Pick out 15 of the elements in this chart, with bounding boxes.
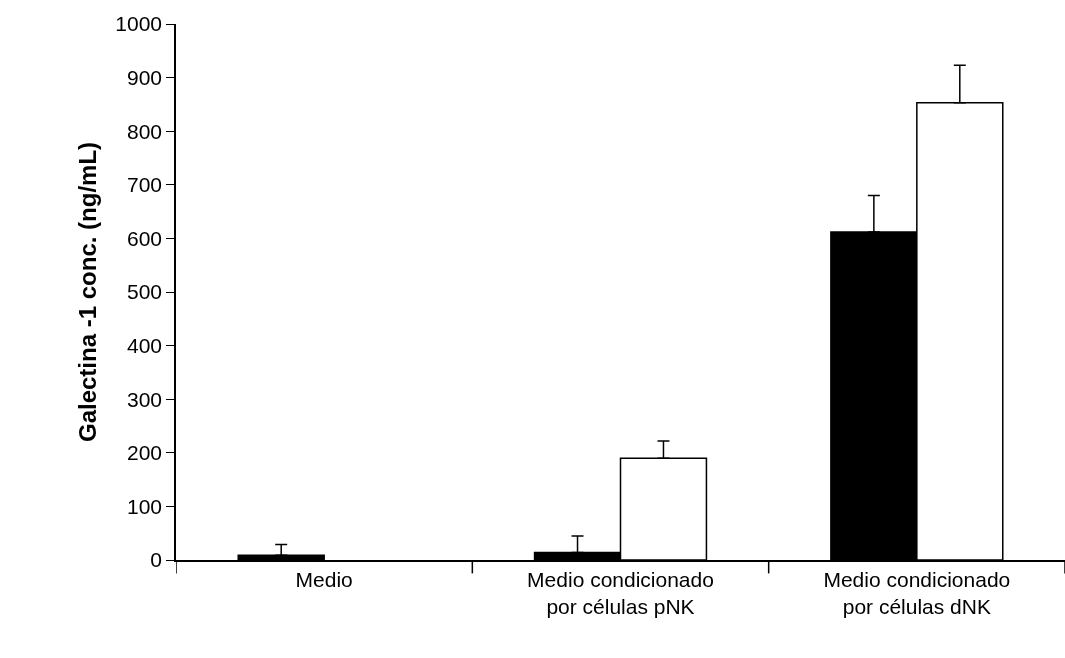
y-tick-label: 700 bbox=[127, 173, 163, 197]
x-tick-label: Medio bbox=[295, 567, 353, 591]
y-axis-title: Galectina -1 conc. (ng/mL) bbox=[73, 141, 101, 443]
y-tick-label: 0 bbox=[150, 548, 163, 572]
y-tick-label: 400 bbox=[127, 333, 163, 357]
x-tick-label: Medio condicionado por células pNK bbox=[527, 567, 714, 619]
x-tick-label: Medio condicionado por células dNK bbox=[823, 567, 1011, 619]
y-tick-label: 900 bbox=[127, 65, 163, 89]
y-tick-label: 800 bbox=[127, 119, 163, 143]
y-tick-label: 200 bbox=[127, 441, 163, 465]
y-tick-label: 600 bbox=[127, 226, 163, 250]
y-tick-label: 100 bbox=[127, 494, 163, 518]
y-tick-label: 500 bbox=[127, 280, 163, 304]
y-tick-label: 300 bbox=[127, 387, 163, 411]
y-tick-label: 1000 bbox=[115, 12, 163, 36]
